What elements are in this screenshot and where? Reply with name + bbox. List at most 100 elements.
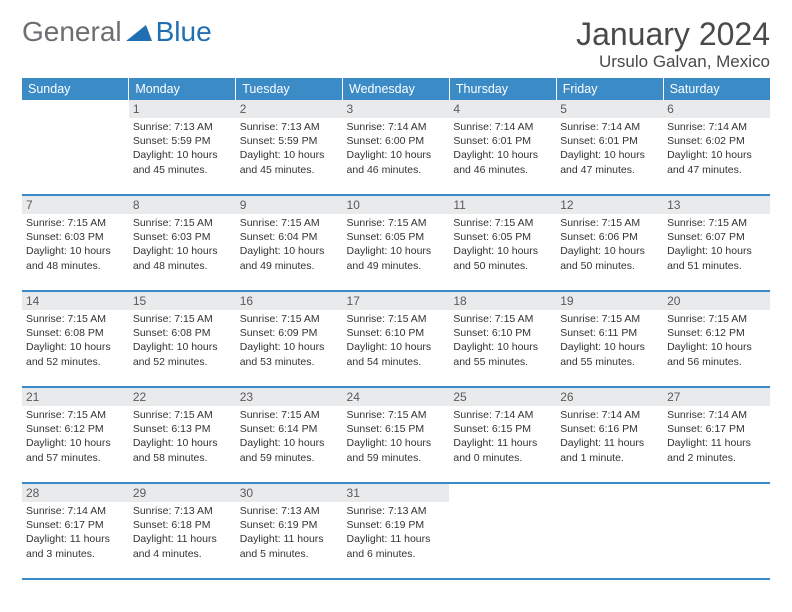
calendar-day-cell: 20Sunrise: 7:15 AMSunset: 6:12 PMDayligh… <box>663 291 770 387</box>
calendar-day-cell: 28Sunrise: 7:14 AMSunset: 6:17 PMDayligh… <box>22 483 129 579</box>
daylight-text: Daylight: 10 hours and 45 minutes. <box>240 148 339 176</box>
daylight-text: Daylight: 10 hours and 57 minutes. <box>26 436 125 464</box>
daylight-text: Daylight: 10 hours and 46 minutes. <box>347 148 446 176</box>
sunrise-text: Sunrise: 7:15 AM <box>133 312 232 326</box>
daylight-text: Daylight: 10 hours and 46 minutes. <box>453 148 552 176</box>
logo: General Blue <box>22 18 212 46</box>
sunset-text: Sunset: 6:04 PM <box>240 230 339 244</box>
day-details: Sunrise: 7:15 AMSunset: 6:08 PMDaylight:… <box>133 312 232 369</box>
daylight-text: Daylight: 11 hours and 5 minutes. <box>240 532 339 560</box>
sunset-text: Sunset: 6:01 PM <box>453 134 552 148</box>
day-details: Sunrise: 7:15 AMSunset: 6:03 PMDaylight:… <box>133 216 232 273</box>
calendar-day-cell: 14Sunrise: 7:15 AMSunset: 6:08 PMDayligh… <box>22 291 129 387</box>
calendar-day-cell: 13Sunrise: 7:15 AMSunset: 6:07 PMDayligh… <box>663 195 770 291</box>
weekday-header: Thursday <box>449 78 556 100</box>
sunset-text: Sunset: 6:11 PM <box>560 326 659 340</box>
sunrise-text: Sunrise: 7:13 AM <box>133 504 232 518</box>
day-number: 12 <box>556 196 663 214</box>
sunrise-text: Sunrise: 7:15 AM <box>26 216 125 230</box>
sunrise-text: Sunrise: 7:14 AM <box>26 504 125 518</box>
day-details: Sunrise: 7:14 AMSunset: 6:16 PMDaylight:… <box>560 408 659 465</box>
sunset-text: Sunset: 6:10 PM <box>347 326 446 340</box>
calendar-day-cell: 9Sunrise: 7:15 AMSunset: 6:04 PMDaylight… <box>236 195 343 291</box>
weekday-header-row: Sunday Monday Tuesday Wednesday Thursday… <box>22 78 770 100</box>
sunset-text: Sunset: 6:16 PM <box>560 422 659 436</box>
day-details: Sunrise: 7:15 AMSunset: 6:09 PMDaylight:… <box>240 312 339 369</box>
daylight-text: Daylight: 10 hours and 55 minutes. <box>560 340 659 368</box>
sunset-text: Sunset: 6:03 PM <box>133 230 232 244</box>
sunset-text: Sunset: 6:10 PM <box>453 326 552 340</box>
page-title: January 2024 <box>576 18 770 50</box>
daylight-text: Daylight: 10 hours and 55 minutes. <box>453 340 552 368</box>
day-details: Sunrise: 7:15 AMSunset: 6:03 PMDaylight:… <box>26 216 125 273</box>
sunrise-text: Sunrise: 7:15 AM <box>347 312 446 326</box>
day-number: 14 <box>22 292 129 310</box>
day-number: 22 <box>129 388 236 406</box>
sunrise-text: Sunrise: 7:15 AM <box>347 216 446 230</box>
sunset-text: Sunset: 6:17 PM <box>667 422 766 436</box>
sunset-text: Sunset: 6:19 PM <box>347 518 446 532</box>
daylight-text: Daylight: 10 hours and 59 minutes. <box>240 436 339 464</box>
sunset-text: Sunset: 5:59 PM <box>240 134 339 148</box>
sunrise-text: Sunrise: 7:14 AM <box>560 120 659 134</box>
calendar-day-cell: 18 Sunrise: 7:15 AMSunset: 6:10 PMDayligh… <box>449 291 556 387</box>
daylight-text: Daylight: 10 hours and 56 minutes. <box>667 340 766 368</box>
day-details: Sunrise: 7:14 AMSunset: 6:17 PMDaylight:… <box>667 408 766 465</box>
sunset-text: Sunset: 6:01 PM <box>560 134 659 148</box>
daylight-text: Daylight: 11 hours and 1 minute. <box>560 436 659 464</box>
sunrise-text: Sunrise: 7:15 AM <box>240 408 339 422</box>
sunset-text: Sunset: 6:13 PM <box>133 422 232 436</box>
daylight-text: Daylight: 10 hours and 49 minutes. <box>347 244 446 272</box>
daylight-text: Daylight: 11 hours and 2 minutes. <box>667 436 766 464</box>
sunrise-text: Sunrise: 7:15 AM <box>453 312 552 326</box>
calendar-day-cell: 8Sunrise: 7:15 AMSunset: 6:03 PMDaylight… <box>129 195 236 291</box>
day-details: Sunrise: 7:15 AMSunset: 6:12 PMDaylight:… <box>26 408 125 465</box>
day-details: Sunrise: 7:15 AMSunset: 6:15 PMDaylight:… <box>347 408 446 465</box>
day-number: 17 <box>343 292 450 310</box>
day-details: Sunrise: 7:15 AMSunset: 6:11 PMDaylight:… <box>560 312 659 369</box>
sunset-text: Sunset: 6:15 PM <box>453 422 552 436</box>
sunset-text: Sunset: 6:12 PM <box>26 422 125 436</box>
daylight-text: Daylight: 10 hours and 51 minutes. <box>667 244 766 272</box>
daylight-text: Daylight: 10 hours and 50 minutes. <box>453 244 552 272</box>
day-number: 1 <box>129 100 236 118</box>
day-details: Sunrise: 7:13 AMSunset: 6:18 PMDaylight:… <box>133 504 232 561</box>
sunrise-text: Sunrise: 7:13 AM <box>347 504 446 518</box>
day-number: 26 <box>556 388 663 406</box>
daylight-text: Daylight: 10 hours and 53 minutes. <box>240 340 339 368</box>
daylight-text: Daylight: 10 hours and 58 minutes. <box>133 436 232 464</box>
day-number: 29 <box>129 484 236 502</box>
day-number: 21 <box>22 388 129 406</box>
calendar-day-cell: 30Sunrise: 7:13 AMSunset: 6:19 PMDayligh… <box>236 483 343 579</box>
sunrise-text: Sunrise: 7:13 AM <box>240 504 339 518</box>
calendar-day-cell <box>449 483 556 579</box>
day-details: Sunrise: 7:15 AMSunset: 6:06 PMDaylight:… <box>560 216 659 273</box>
calendar-day-cell: 10Sunrise: 7:15 AMSunset: 6:05 PMDayligh… <box>343 195 450 291</box>
calendar-day-cell: 11Sunrise: 7:15 AMSunset: 6:05 PMDayligh… <box>449 195 556 291</box>
day-number: 18 <box>449 292 556 310</box>
sunrise-text: Sunrise: 7:14 AM <box>347 120 446 134</box>
calendar-day-cell: 24Sunrise: 7:15 AMSunset: 6:15 PMDayligh… <box>343 387 450 483</box>
sunrise-text: Sunrise: 7:15 AM <box>26 312 125 326</box>
sunset-text: Sunset: 6:14 PM <box>240 422 339 436</box>
sunset-text: Sunset: 6:08 PM <box>26 326 125 340</box>
calendar-day-cell: 6Sunrise: 7:14 AMSunset: 6:02 PMDaylight… <box>663 100 770 195</box>
day-number: 23 <box>236 388 343 406</box>
weekday-header: Wednesday <box>343 78 450 100</box>
day-number: 25 <box>449 388 556 406</box>
daylight-text: Daylight: 11 hours and 0 minutes. <box>453 436 552 464</box>
sunrise-text: Sunrise: 7:15 AM <box>667 216 766 230</box>
day-details: Sunrise: 7:15 AMSunset: 6:13 PMDaylight:… <box>133 408 232 465</box>
day-number: 4 <box>449 100 556 118</box>
calendar-day-cell: 12 Sunrise: 7:15 AMSunset: 6:06 PMDayligh… <box>556 195 663 291</box>
day-number: 27 <box>663 388 770 406</box>
calendar-table: Sunday Monday Tuesday Wednesday Thursday… <box>22 78 770 580</box>
day-details: Sunrise: 7:13 AMSunset: 5:59 PMDaylight:… <box>133 120 232 177</box>
day-details: Sunrise: 7:15 AMSunset: 6:14 PMDaylight:… <box>240 408 339 465</box>
sunrise-text: Sunrise: 7:14 AM <box>453 120 552 134</box>
calendar-week-row: 21Sunrise: 7:15 AMSunset: 6:12 PMDayligh… <box>22 387 770 483</box>
day-details: Sunrise: 7:15 AMSunset: 6:10 PMDaylight:… <box>453 312 552 369</box>
calendar-week-row: 7Sunrise: 7:15 AMSunset: 6:03 PMDaylight… <box>22 195 770 291</box>
calendar-week-row: 1 Sunrise: 7:13 AMSunset: 5:59 PMDaylight… <box>22 100 770 195</box>
calendar-day-cell: 2Sunrise: 7:13 AMSunset: 5:59 PMDaylight… <box>236 100 343 195</box>
